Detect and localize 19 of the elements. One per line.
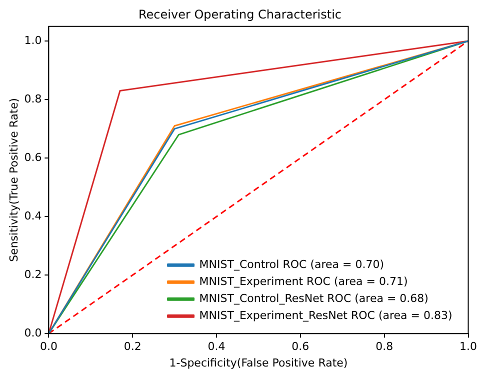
chart-title: Receiver Operating Characteristic bbox=[138, 7, 342, 22]
x-tick-label: 0.0 bbox=[40, 340, 58, 354]
x-tick-label: 1.0 bbox=[460, 340, 478, 354]
legend-label: MNIST_Experiment ROC (area = 0.71) bbox=[199, 274, 408, 288]
legend-label: MNIST_Control ROC (area = 0.70) bbox=[199, 258, 384, 271]
y-tick-label: 0.4 bbox=[24, 209, 42, 222]
x-axis-title: 1-Specificity(False Positive Rate) bbox=[169, 356, 348, 370]
y-tick-label: 0.2 bbox=[24, 268, 42, 281]
y-tick-label: 0.8 bbox=[24, 92, 42, 106]
x-tick-label: 0.2 bbox=[124, 340, 142, 354]
legend-label: MNIST_Control_ResNet ROC (area = 0.68) bbox=[199, 292, 428, 305]
x-tick-label: 0.6 bbox=[292, 340, 310, 354]
y-tick-label: 0.6 bbox=[24, 150, 42, 164]
x-tick-label: 0.8 bbox=[376, 340, 394, 354]
legend-label: MNIST_Experiment_ResNet ROC (area = 0.83) bbox=[199, 308, 452, 322]
y-tick-label: 0.0 bbox=[24, 326, 42, 340]
y-axis-title: Sensitivity(True Positive Rate) bbox=[7, 98, 20, 262]
x-tick-label: 0.4 bbox=[208, 340, 226, 354]
y-tick-label: 1.0 bbox=[24, 34, 42, 47]
